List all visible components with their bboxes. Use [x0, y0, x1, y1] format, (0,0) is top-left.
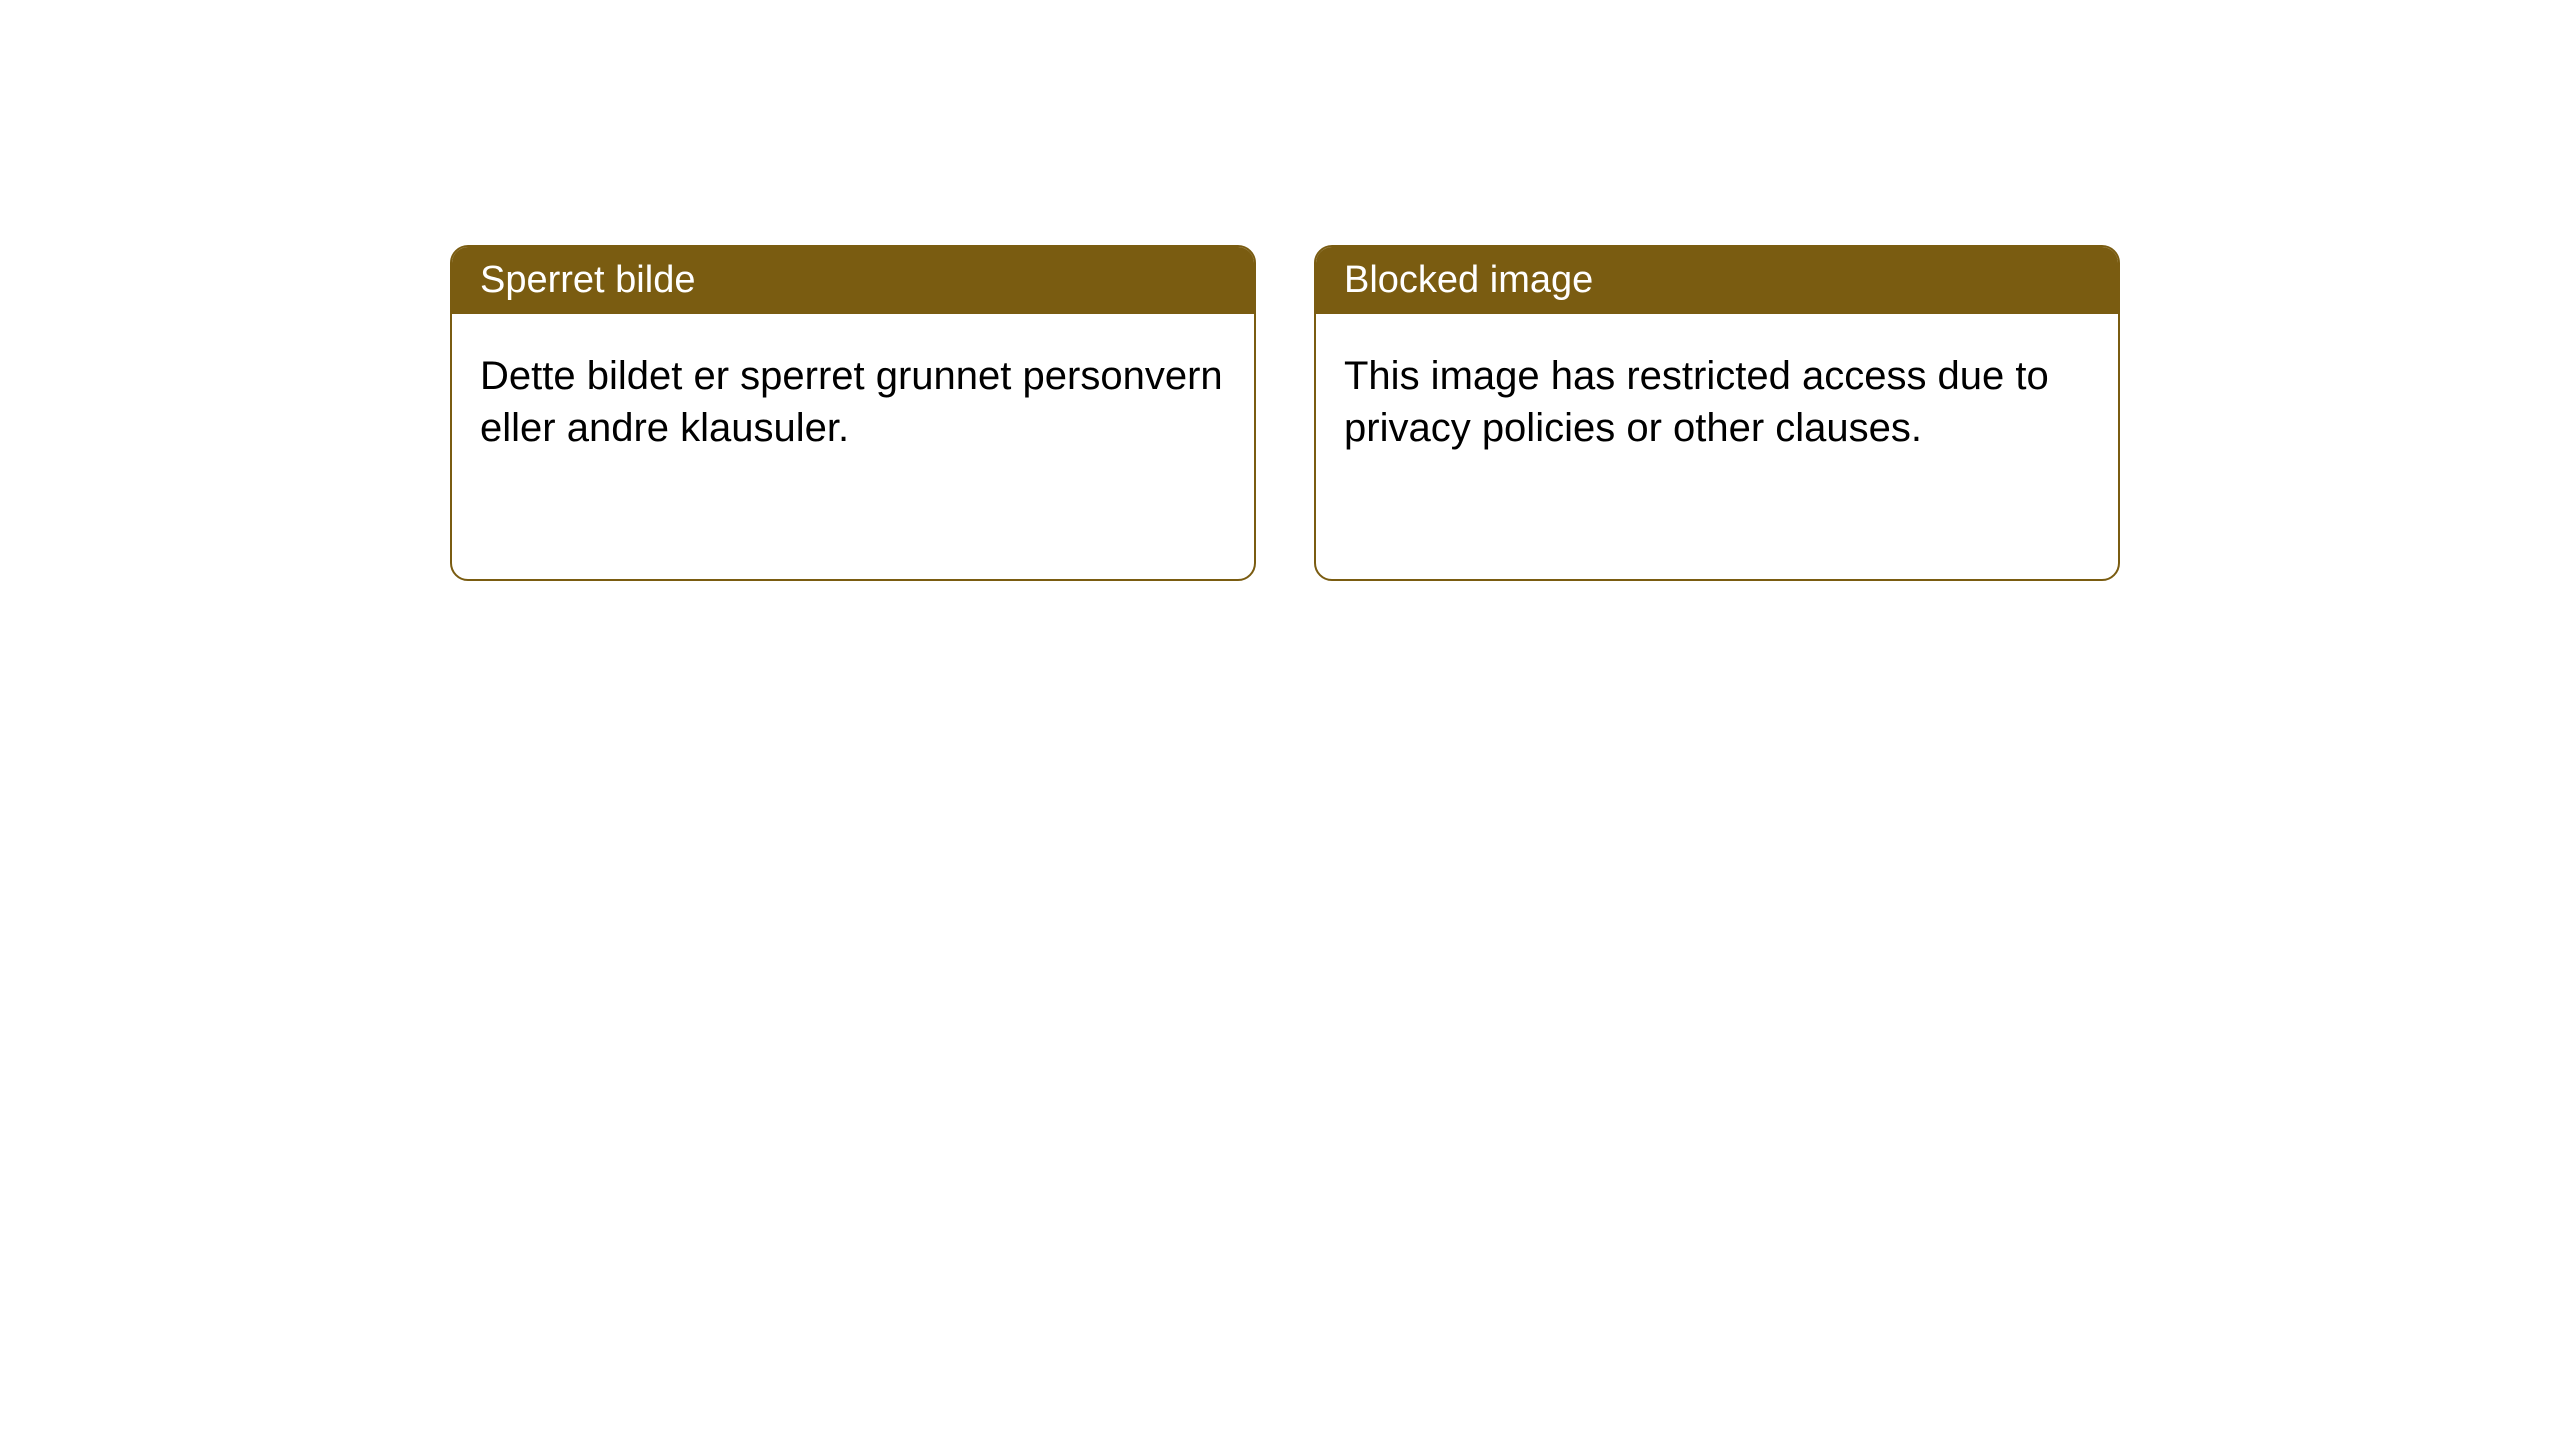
card-body-text: Dette bildet er sperret grunnet personve…	[480, 354, 1223, 450]
card-header: Sperret bilde	[452, 247, 1254, 314]
cards-container: Sperret bilde Dette bildet er sperret gr…	[0, 0, 2560, 581]
card-body-text: This image has restricted access due to …	[1344, 354, 2049, 450]
card-header: Blocked image	[1316, 247, 2118, 314]
card-title-text: Blocked image	[1344, 259, 1593, 301]
blocked-image-card-english: Blocked image This image has restricted …	[1314, 245, 2120, 581]
blocked-image-card-norwegian: Sperret bilde Dette bildet er sperret gr…	[450, 245, 1256, 581]
card-body: This image has restricted access due to …	[1316, 314, 2118, 490]
card-title-text: Sperret bilde	[480, 259, 695, 301]
card-body: Dette bildet er sperret grunnet personve…	[452, 314, 1254, 490]
